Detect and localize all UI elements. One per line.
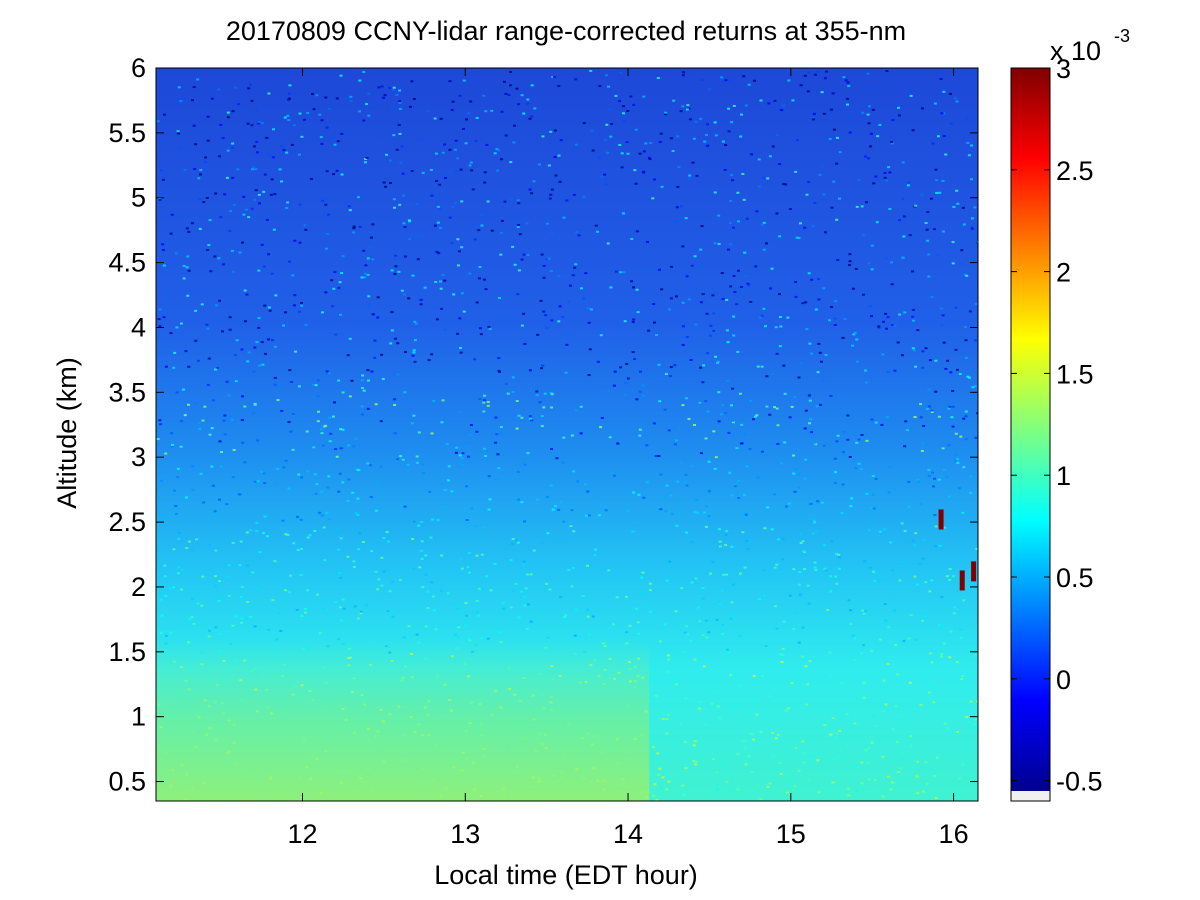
y-tick-label-0: 0.5 [108, 767, 146, 797]
cloud-feature-2 [971, 561, 977, 582]
y-tick-label-5: 3 [131, 442, 146, 472]
y-axis-label: Altitude (km) [52, 357, 82, 509]
colorbar-tick-label-0: -0.5 [1056, 767, 1103, 797]
y-tick-label-8: 4.5 [108, 248, 146, 278]
y-tick-label-7: 4 [131, 312, 146, 342]
plot-frame [155, 67, 979, 802]
colorbar-exponent-power: -3 [1114, 26, 1130, 46]
y-axis: 0.5 1 1.5 2 2.5 3 3.5 4 4.5 5 5.5 6 [108, 53, 978, 797]
colorbar-tick-label-5: 2 [1056, 258, 1071, 288]
colorbar-tick-label-2: 0.5 [1056, 563, 1094, 593]
y-tick-label-9: 5 [131, 183, 146, 213]
cloud-feature-0 [938, 509, 944, 530]
x-tick-label-1: 13 [450, 819, 480, 849]
x-tick-label-3: 15 [776, 819, 806, 849]
x-tick-label-0: 12 [287, 819, 317, 849]
plot-area [155, 67, 979, 802]
colorbar: -0.5 0 0.5 1 1.5 2 2.5 3 x 10 -3 [1010, 26, 1130, 802]
colorbar-tick-label-6: 2.5 [1056, 156, 1094, 186]
colorbar-gradient [1011, 68, 1050, 791]
x-axis-label: Local time (EDT hour) [434, 860, 698, 890]
cloud-feature-1 [959, 570, 965, 591]
colorbar-exponent-base: x 10 [1050, 36, 1101, 66]
x-axis: 12 13 14 15 16 [287, 68, 969, 849]
colorbar-frame [1010, 67, 1051, 802]
y-tick-label-4: 2.5 [108, 507, 146, 537]
colorbar-tick-label-1: 0 [1056, 665, 1071, 695]
chart-title: 20170809 CCNY-lidar range-corrected retu… [226, 16, 906, 46]
y-tick-label-3: 2 [131, 572, 146, 602]
colorbar-tick-label-3: 1 [1056, 461, 1071, 491]
y-tick-label-11: 6 [131, 53, 146, 83]
y-tick-label-1: 1 [131, 702, 146, 732]
y-tick-label-10: 5.5 [108, 118, 146, 148]
colorbar-underflow [1011, 791, 1050, 801]
colorbar-ticks: -0.5 0 0.5 1 1.5 2 2.5 3 [1011, 54, 1103, 797]
x-tick-label-4: 16 [939, 819, 969, 849]
x-tick-label-2: 14 [613, 819, 643, 849]
colorbar-tick-label-4: 1.5 [1056, 359, 1094, 389]
y-tick-label-2: 1.5 [108, 637, 146, 667]
cloud-features [938, 509, 977, 591]
boundary-layer-region [156, 638, 650, 801]
colorbar-tick-label-7: 3 [1056, 54, 1071, 84]
y-tick-label-6: 3.5 [108, 377, 146, 407]
